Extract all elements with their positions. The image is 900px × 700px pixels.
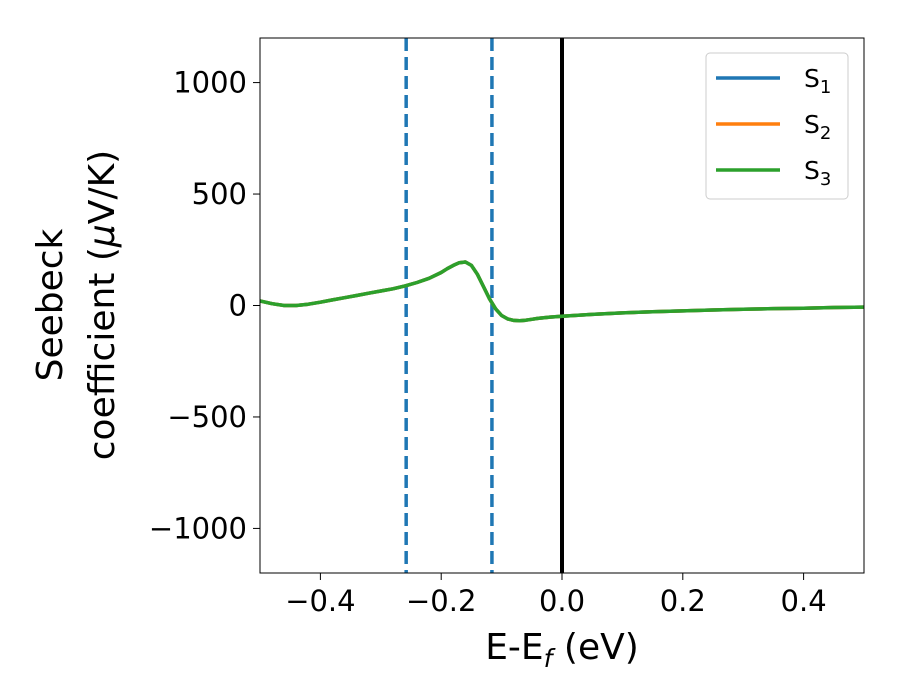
series-line-s3 (260, 260, 864, 323)
y-tick-label: −1000 (149, 511, 247, 545)
x-tick-label: −0.2 (406, 584, 476, 618)
legend-label-s2: S2 (804, 110, 831, 144)
x-tick-label: 0.4 (781, 584, 827, 618)
legend-label-s3: S3 (804, 156, 831, 190)
x-axis-label-base: E-E (485, 627, 543, 668)
y-axis-label-mu: μ (82, 224, 123, 248)
legend-label-s1: S1 (804, 64, 831, 98)
x-axis-label: E-Ef (eV) (485, 627, 639, 673)
x-tick-label: 0.0 (539, 584, 585, 618)
y-tick-label: −500 (167, 400, 247, 434)
x-axis-label-tail: (eV) (552, 627, 638, 668)
legend-box (705, 52, 849, 200)
y-tick-label: 1000 (173, 66, 247, 100)
y-axis-label: Seebeck coefficient (μV/K) (30, 150, 123, 460)
y-tick-label: 0 (229, 289, 247, 323)
y-axis-label-line1: Seebeck (30, 228, 71, 381)
y-tick-label: 500 (192, 177, 247, 211)
y-axis-label-line2-head: coefficient ( (82, 247, 123, 460)
x-tick-label: 0.2 (660, 584, 706, 618)
y-axis-label-line2: coefficient (μV/K) (82, 150, 123, 460)
legend: S1 S2 S3 (705, 52, 849, 200)
x-tick-label: −0.4 (285, 584, 355, 618)
y-axis-label-line2-tail: V/K) (82, 150, 123, 224)
